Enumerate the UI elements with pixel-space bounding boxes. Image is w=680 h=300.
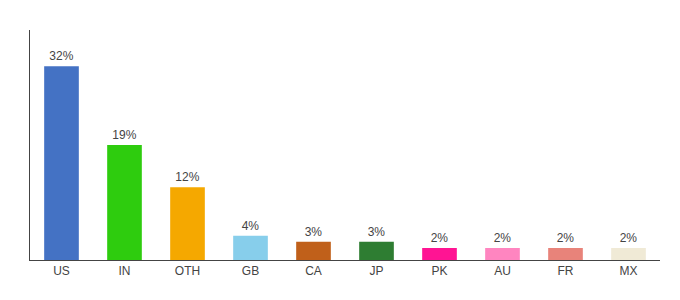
svg-text:19%: 19% bbox=[112, 128, 136, 142]
svg-text:3%: 3% bbox=[305, 225, 323, 239]
svg-text:AU: AU bbox=[494, 264, 511, 278]
svg-text:2%: 2% bbox=[431, 231, 449, 245]
svg-text:2%: 2% bbox=[557, 231, 575, 245]
svg-text:GB: GB bbox=[242, 264, 259, 278]
svg-text:CA: CA bbox=[305, 264, 322, 278]
svg-text:JP: JP bbox=[369, 264, 383, 278]
svg-text:IN: IN bbox=[119, 264, 131, 278]
svg-text:OTH: OTH bbox=[175, 264, 200, 278]
svg-text:3%: 3% bbox=[368, 225, 386, 239]
svg-text:PK: PK bbox=[431, 264, 447, 278]
svg-text:12%: 12% bbox=[175, 170, 199, 184]
svg-text:2%: 2% bbox=[494, 231, 512, 245]
svg-text:US: US bbox=[53, 264, 70, 278]
svg-text:2%: 2% bbox=[620, 231, 638, 245]
svg-text:MX: MX bbox=[620, 264, 638, 278]
svg-text:4%: 4% bbox=[242, 219, 260, 233]
svg-text:FR: FR bbox=[558, 264, 574, 278]
svg-text:32%: 32% bbox=[49, 49, 73, 63]
